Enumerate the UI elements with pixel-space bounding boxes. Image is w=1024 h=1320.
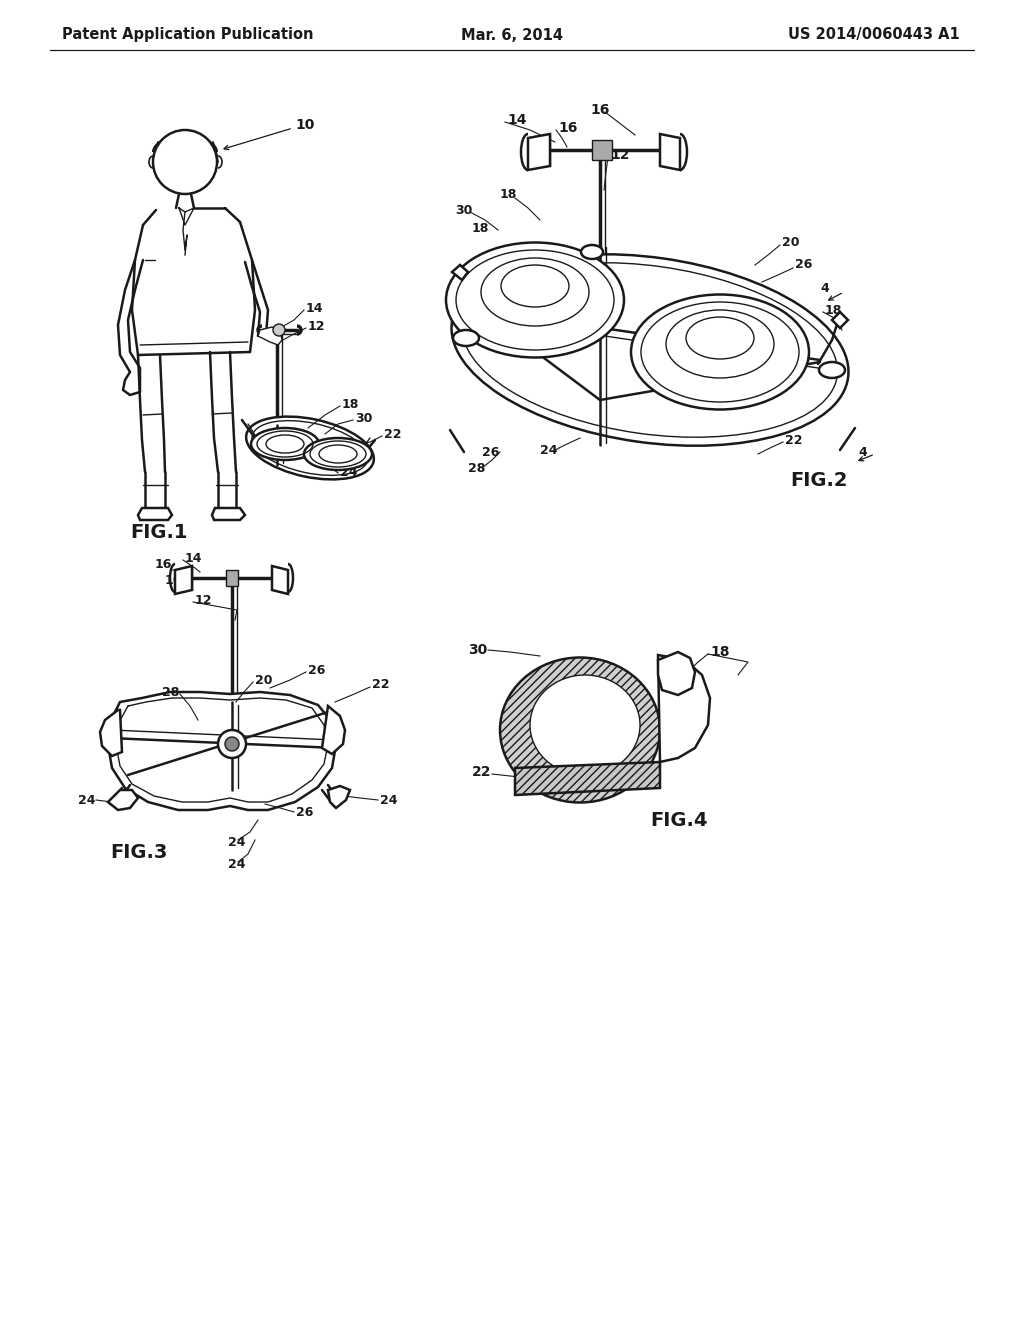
Polygon shape <box>658 655 710 762</box>
Polygon shape <box>592 140 612 160</box>
Text: 18: 18 <box>825 304 843 317</box>
Ellipse shape <box>446 243 624 358</box>
Polygon shape <box>175 566 193 594</box>
Polygon shape <box>226 570 238 586</box>
Text: 30: 30 <box>455 203 472 216</box>
Text: 10: 10 <box>295 117 314 132</box>
Text: 22: 22 <box>384 428 401 441</box>
Circle shape <box>273 323 285 337</box>
Text: FIG.4: FIG.4 <box>650 810 708 829</box>
Text: FIG.2: FIG.2 <box>790 470 848 490</box>
Text: 24: 24 <box>340 466 357 479</box>
Ellipse shape <box>819 362 845 378</box>
Text: 28: 28 <box>162 685 179 698</box>
Text: Patent Application Publication: Patent Application Publication <box>62 28 313 42</box>
Text: 14: 14 <box>185 552 203 565</box>
Text: 26: 26 <box>482 446 500 458</box>
Text: US 2014/0060443 A1: US 2014/0060443 A1 <box>788 28 961 42</box>
Polygon shape <box>831 312 848 327</box>
Polygon shape <box>272 566 288 594</box>
Text: 24: 24 <box>380 793 397 807</box>
Text: 24: 24 <box>228 858 246 870</box>
Text: 28: 28 <box>468 462 485 474</box>
Text: 20: 20 <box>782 235 800 248</box>
Text: 16: 16 <box>558 121 578 135</box>
Ellipse shape <box>452 255 849 446</box>
Text: 18: 18 <box>472 222 489 235</box>
Polygon shape <box>138 508 172 520</box>
Polygon shape <box>108 789 138 810</box>
Polygon shape <box>100 710 122 756</box>
Text: 4: 4 <box>858 446 866 458</box>
Text: 16: 16 <box>155 557 172 570</box>
Circle shape <box>225 737 239 751</box>
Text: 18: 18 <box>710 645 729 659</box>
Text: 20: 20 <box>255 673 272 686</box>
Polygon shape <box>108 692 336 810</box>
Polygon shape <box>212 508 245 520</box>
Text: FIG.1: FIG.1 <box>130 523 187 541</box>
Polygon shape <box>660 135 680 170</box>
Text: FIG.3: FIG.3 <box>110 842 167 862</box>
Ellipse shape <box>246 417 374 479</box>
Text: 26: 26 <box>296 805 313 818</box>
Text: 4: 4 <box>820 281 828 294</box>
Text: 26: 26 <box>795 259 812 272</box>
Text: 24: 24 <box>78 793 95 807</box>
Polygon shape <box>515 762 660 795</box>
Circle shape <box>153 129 217 194</box>
Ellipse shape <box>453 330 479 346</box>
Polygon shape <box>322 706 345 754</box>
Text: 24: 24 <box>228 836 246 849</box>
Text: 14: 14 <box>507 114 526 127</box>
Text: Mar. 6, 2014: Mar. 6, 2014 <box>461 28 563 42</box>
Text: 16: 16 <box>590 103 609 117</box>
Text: 22: 22 <box>372 678 389 692</box>
Text: 18: 18 <box>500 189 517 202</box>
Ellipse shape <box>304 438 372 470</box>
Polygon shape <box>452 265 468 280</box>
Ellipse shape <box>251 428 319 459</box>
Text: 28: 28 <box>352 450 370 462</box>
Polygon shape <box>528 135 550 170</box>
Circle shape <box>218 730 246 758</box>
Polygon shape <box>658 652 695 696</box>
Text: 22: 22 <box>785 433 803 446</box>
Text: 30: 30 <box>355 412 373 425</box>
Text: 30: 30 <box>468 643 487 657</box>
Text: 16: 16 <box>165 573 182 586</box>
Text: 12: 12 <box>195 594 213 606</box>
Text: 24: 24 <box>540 444 557 457</box>
Ellipse shape <box>530 675 640 775</box>
Ellipse shape <box>500 657 660 803</box>
Text: 14: 14 <box>306 301 324 314</box>
Polygon shape <box>258 327 282 345</box>
Ellipse shape <box>631 294 809 409</box>
Text: 12: 12 <box>610 148 630 162</box>
Text: 12: 12 <box>308 319 326 333</box>
Polygon shape <box>328 785 350 808</box>
Text: 18: 18 <box>342 397 359 411</box>
Text: 22: 22 <box>472 766 492 779</box>
Text: 26: 26 <box>308 664 326 676</box>
Ellipse shape <box>581 246 603 259</box>
